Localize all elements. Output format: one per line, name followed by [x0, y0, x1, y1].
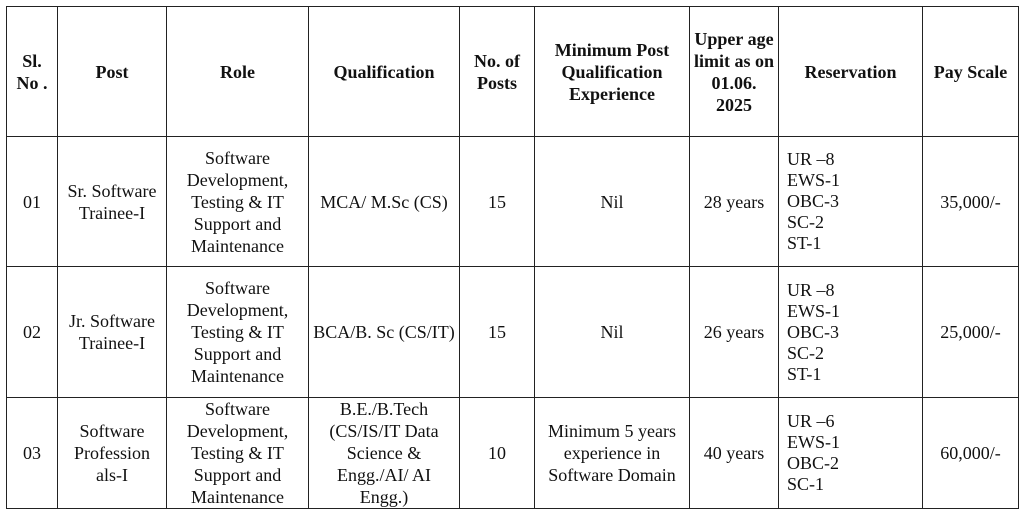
reservation-line: OBC-3	[787, 191, 840, 211]
table-cell: 02	[6, 266, 58, 398]
table-cell: 26 years	[689, 266, 779, 398]
header-cell: Post	[57, 6, 167, 137]
table-cell: MCA/ M.Sc (CS)	[308, 136, 460, 267]
reservation-line: SC-2	[787, 342, 825, 363]
table-cell: 15	[459, 136, 535, 267]
header-cell: Pay Scale	[922, 6, 1019, 137]
table-wrap: Sl. No . Post Role Qualification No. of Post…	[6, 6, 1019, 509]
header-cell: Reservation	[778, 6, 923, 137]
reservation-line: EWS-1	[787, 300, 840, 321]
table-row: 01 Sr. Software Trainee-I Software Develop…	[6, 136, 1019, 267]
table-cell: 15	[459, 266, 535, 398]
header-cell: Sl. No .	[6, 6, 58, 137]
table-cell: 28 years	[689, 136, 779, 267]
table-cell: Software Profession als-I	[57, 397, 167, 509]
header-cell: Upper age limit as on 01.06. 2025	[689, 6, 779, 137]
reservation-cell: UR –8 EWS-1 OBC-3 SC-2 ST-1	[778, 266, 923, 398]
reservation-line: OBC-3	[787, 321, 840, 342]
reservation-line: UR –8	[787, 279, 835, 300]
table-cell: 40 years	[689, 397, 779, 509]
table-cell: 35,000/-	[922, 136, 1019, 267]
header-cell: Minimum Post Qualification Experience	[534, 6, 690, 137]
table-cell: 10	[459, 397, 535, 509]
table-cell: 25,000/-	[922, 266, 1019, 398]
reservation-line: SC-2	[787, 212, 825, 232]
header-cell: Qualification	[308, 6, 460, 137]
reservation-line: UR –6	[787, 411, 835, 431]
recruitment-table: Sl. No . Post Role Qualification No. of Post…	[6, 6, 1019, 509]
reservation-line: EWS-1	[787, 432, 840, 452]
reservation-line: SC-1	[787, 474, 825, 494]
reservation-line: OBC-2	[787, 453, 840, 473]
reservation-cell: UR –6 EWS-1 OBC-2 SC-1	[778, 397, 923, 509]
reservation-cell: UR –8 EWS-1 OBC-3 SC-2 ST-1	[778, 136, 923, 267]
table-cell: Jr. Software Trainee-I	[57, 266, 167, 398]
table-row: 02 Jr. Software Trainee-I Software Develop…	[6, 266, 1019, 398]
table-cell: 01	[6, 136, 58, 267]
reservation-line: UR –8	[787, 149, 835, 169]
reservation-line: ST-1	[787, 233, 822, 253]
table-cell: B.E./B.Tech (CS/IS/IT Data Science & Eng…	[308, 397, 460, 509]
table-row: 03 Software Profession als-I Software Deve…	[6, 397, 1019, 509]
table-cell: 60,000/-	[922, 397, 1019, 509]
table-cell: Sr. Software Trainee-I	[57, 136, 167, 267]
table-cell: Minimum 5 years experience in Software D…	[534, 397, 690, 509]
reservation-line: EWS-1	[787, 170, 840, 190]
table-cell: Nil	[534, 266, 690, 398]
header-cell: No. of Posts	[459, 6, 535, 137]
header-cell: Role	[166, 6, 309, 137]
table-body: 01 Sr. Software Trainee-I Software Develop…	[6, 136, 1019, 509]
table-cell: BCA/B. Sc (CS/IT)	[308, 266, 460, 398]
table-cell: Software Development, Testing & IT Suppo…	[166, 397, 309, 509]
table-cell: Software Development, Testing & IT Suppo…	[166, 266, 309, 398]
header-row: Sl. No . Post Role Qualification No. of Post…	[6, 6, 1019, 137]
reservation-line: ST-1	[787, 363, 822, 384]
table-cell: 03	[6, 397, 58, 509]
table-cell: Nil	[534, 136, 690, 267]
table-cell: Software Development, Testing & IT Suppo…	[166, 136, 309, 267]
